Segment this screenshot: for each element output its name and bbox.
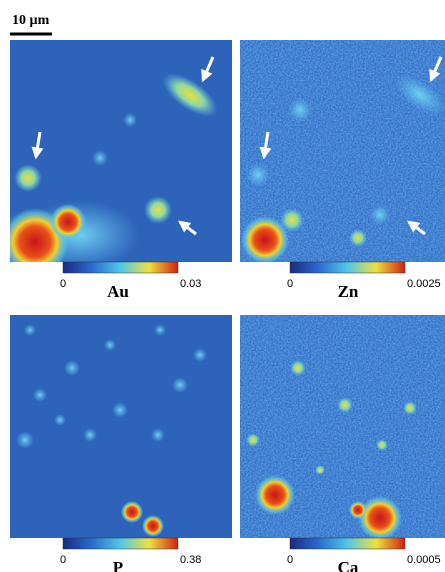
colorbar-min: 0 (60, 278, 66, 290)
element-label: Au (107, 282, 129, 301)
colorbar-min: 0 (287, 554, 293, 566)
element-label: P (113, 558, 123, 572)
element-label: Ca (338, 558, 359, 572)
colorbar-max: 0.03 (180, 278, 201, 290)
colorbar-max: 0.38 (180, 554, 201, 566)
colorbar-max: 0.0005 (407, 554, 441, 566)
element-label: Zn (338, 282, 359, 301)
figure: 10 µm (0, 0, 445, 572)
colorbar (63, 262, 178, 273)
colorbar (290, 538, 405, 549)
scale-label: 10 µm (12, 13, 50, 28)
colorbar (290, 262, 405, 273)
map-p (10, 315, 232, 538)
colorbar (63, 538, 178, 549)
colorbar-max: 0.0025 (407, 278, 441, 290)
map-au (1, 40, 232, 276)
map-zn (240, 40, 445, 264)
colorbar-min: 0 (60, 554, 66, 566)
map-ca (240, 315, 445, 540)
colorbar-min: 0 (287, 278, 293, 290)
